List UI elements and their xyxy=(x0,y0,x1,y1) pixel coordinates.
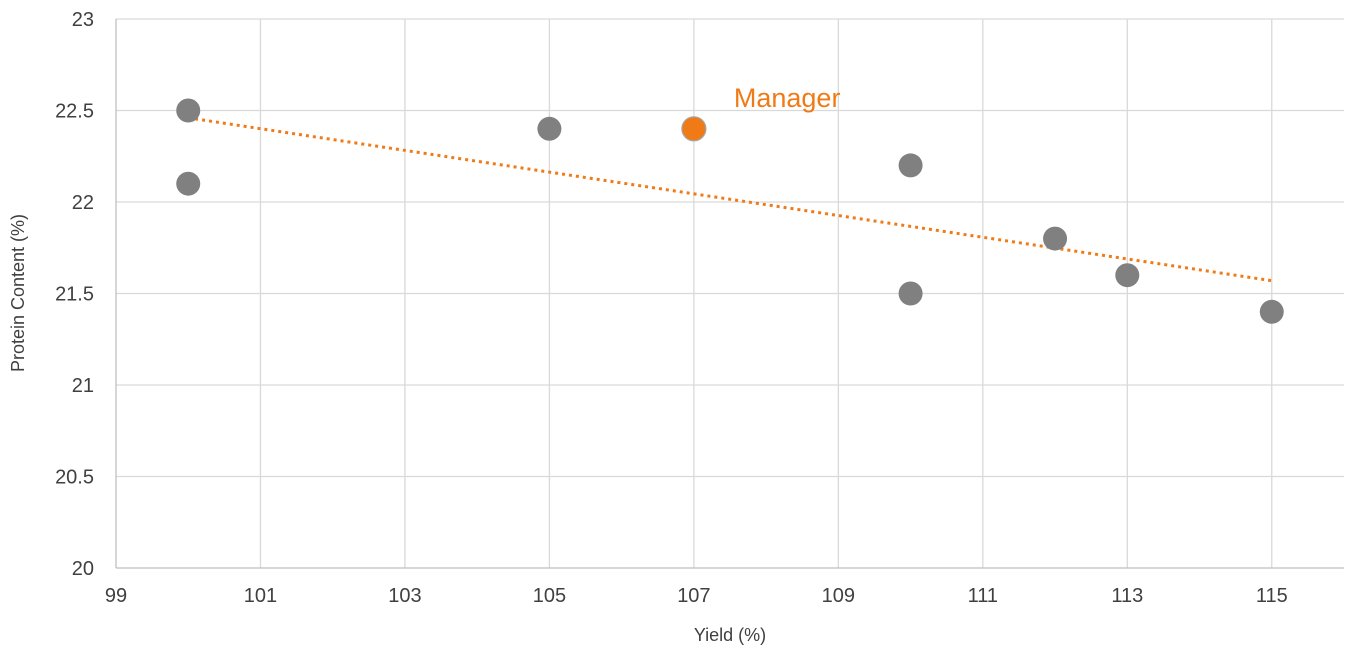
data-point xyxy=(1259,299,1284,324)
x-tick-label: 111 xyxy=(968,585,998,607)
y-tick-label: 22.5 xyxy=(55,101,94,123)
axes xyxy=(115,19,1344,569)
x-tick-label: 105 xyxy=(533,585,566,607)
trendline xyxy=(188,116,1272,283)
annotation-label: Manager xyxy=(734,83,841,113)
x-tick-label: 113 xyxy=(1111,585,1143,607)
y-tick-label: 23 xyxy=(72,9,94,31)
x-tick-label: 109 xyxy=(822,585,855,607)
labels: Yield (%) Protein Content (%) 99 101 103 10… xyxy=(8,9,1288,645)
y-axis-title: Protein Content (%) xyxy=(8,214,28,372)
x-tick-label: 101 xyxy=(244,585,277,607)
x-tick-label: 115 xyxy=(1256,585,1288,607)
gridlines xyxy=(116,18,1344,568)
trendline-layer xyxy=(188,116,1272,283)
data-point xyxy=(537,116,562,141)
data-point xyxy=(898,281,923,306)
y-tick-label: 21.5 xyxy=(55,284,94,306)
data-point xyxy=(1043,226,1068,251)
data-point xyxy=(176,98,201,123)
data-points xyxy=(176,98,1284,324)
x-tick-label: 103 xyxy=(388,585,421,607)
x-tick-label: 107 xyxy=(677,585,710,607)
data-point xyxy=(1115,263,1140,288)
y-tick-label: 22 xyxy=(72,192,94,214)
y-tick-label: 20 xyxy=(72,558,94,580)
highlight-point xyxy=(681,116,707,142)
y-tick-label: 20.5 xyxy=(55,467,94,489)
x-tick-label: 99 xyxy=(105,585,127,607)
data-point xyxy=(898,153,923,178)
y-tick-label: 21 xyxy=(72,375,94,397)
data-point xyxy=(176,171,201,196)
x-axis-title: Yield (%) xyxy=(694,625,766,645)
